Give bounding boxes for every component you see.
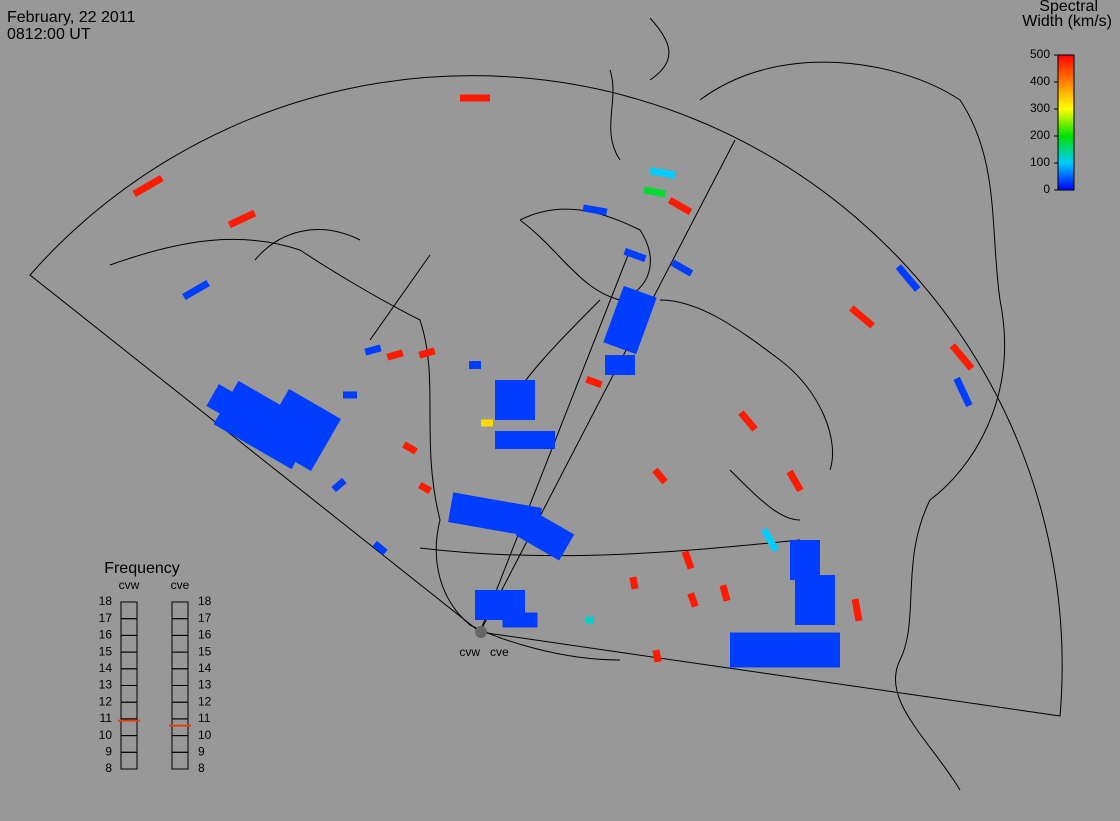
scatter-cell	[730, 632, 840, 668]
radar-label: cve	[490, 645, 509, 659]
scatter-cell	[629, 576, 639, 590]
scatter-cell	[605, 355, 635, 375]
frequency-tick-label: 10	[99, 728, 113, 742]
scatter-cell	[372, 540, 388, 556]
scatter-cell	[259, 389, 341, 471]
scatter-cell	[681, 550, 695, 570]
scatter-cell	[849, 305, 875, 329]
scatter-cell	[687, 592, 699, 608]
frequency-tick-label: 11	[100, 711, 113, 725]
scatter-cell	[448, 492, 542, 538]
frequency-tick-label: 13	[99, 678, 113, 692]
scatter-cell	[953, 376, 973, 408]
frequency-tick-label: 17	[99, 611, 113, 625]
scatter-cell	[386, 349, 404, 361]
frequency-tick-label: 9	[105, 744, 112, 758]
frequency-radar-label: cvw	[119, 578, 140, 592]
frequency-tick-label: 17	[198, 611, 212, 625]
time: 0812:00 UT	[7, 26, 91, 43]
radar-label: cvw	[459, 645, 480, 659]
colorbar-tick-label: 300	[1030, 101, 1050, 115]
scatter-cell	[402, 441, 418, 455]
frequency-radar-label: cve	[171, 578, 190, 592]
frequency-tick-label: 8	[105, 761, 112, 775]
frequency-box	[120, 601, 138, 620]
scatter-cell	[643, 186, 667, 198]
frequency-tick-label: 11	[198, 711, 211, 725]
frequency-tick-label: 16	[99, 628, 113, 642]
scatter-cell	[343, 391, 357, 399]
scatter-cell	[206, 384, 254, 426]
scatter-cell	[132, 174, 164, 198]
scatter-cell	[719, 584, 731, 602]
frequency-title: Frequency	[104, 560, 180, 577]
scatter-cell	[418, 347, 436, 359]
scatter-cell	[649, 167, 677, 179]
scatter-cell	[469, 361, 481, 369]
frequency-box	[171, 601, 189, 620]
colorbar-tick-label: 100	[1030, 155, 1050, 169]
colorbar-tick-label: 200	[1030, 128, 1050, 142]
scatter-cell	[182, 279, 210, 301]
frequency-tick-label: 14	[198, 661, 212, 675]
scatter-cell	[418, 481, 432, 495]
frequency-tick-label: 15	[99, 644, 113, 658]
frequency-tick-label: 16	[198, 628, 212, 642]
scatter-cell	[331, 477, 347, 493]
scatter-cell	[851, 598, 863, 622]
frequency-tick-label: 14	[99, 661, 113, 675]
date: February, 22 2011	[7, 9, 135, 26]
scatter-cell	[585, 375, 603, 389]
scatter-cell	[670, 259, 694, 277]
frequency-tick-label: 15	[198, 644, 212, 658]
scatter-cell	[738, 410, 758, 432]
scatter-cell	[652, 467, 668, 485]
fov-outline	[29, 75, 1063, 717]
scatter-cell	[667, 196, 693, 216]
scatter-cell	[790, 540, 820, 580]
colorbar	[1057, 54, 1075, 191]
colorbar-tick-label: 400	[1030, 74, 1050, 88]
frequency-tick-label: 12	[198, 694, 212, 708]
scatter-cell	[760, 527, 780, 553]
radar-site	[475, 626, 487, 638]
scatter-cell	[495, 431, 555, 449]
frequency-tick-label: 9	[198, 744, 205, 758]
scatter-cell	[795, 575, 835, 625]
scatter-cell	[582, 204, 608, 216]
scatter-cell	[623, 247, 647, 263]
scatter-cell	[786, 469, 804, 493]
scatter-cell	[603, 285, 657, 355]
scatter-cell	[227, 209, 257, 229]
scatter-cell	[949, 343, 975, 371]
frequency-tick-label: 18	[99, 594, 113, 608]
scatter-cell	[515, 509, 575, 561]
scatter-cell	[502, 612, 538, 628]
scatter-cell	[652, 649, 662, 663]
scatter-cell	[460, 94, 490, 102]
frequency-tick-label: 8	[198, 761, 205, 775]
scatter-cell	[481, 419, 493, 427]
colorbar-tick-label: 0	[1043, 182, 1050, 196]
scatter-cell	[495, 380, 535, 420]
colorbar-title: Spectral	[1039, 0, 1098, 15]
scatter-cell	[364, 344, 382, 356]
frequency-tick-label: 18	[198, 594, 212, 608]
scatter-cell	[586, 616, 594, 624]
colorbar-title: Width (km/s)	[1022, 13, 1112, 30]
colorbar-tick-label: 500	[1030, 47, 1050, 61]
frequency-tick-label: 13	[198, 678, 212, 692]
scatter-cell	[895, 264, 921, 292]
frequency-tick-label: 10	[198, 728, 212, 742]
coastlines	[29, 17, 1063, 791]
frequency-tick-label: 12	[99, 694, 113, 708]
